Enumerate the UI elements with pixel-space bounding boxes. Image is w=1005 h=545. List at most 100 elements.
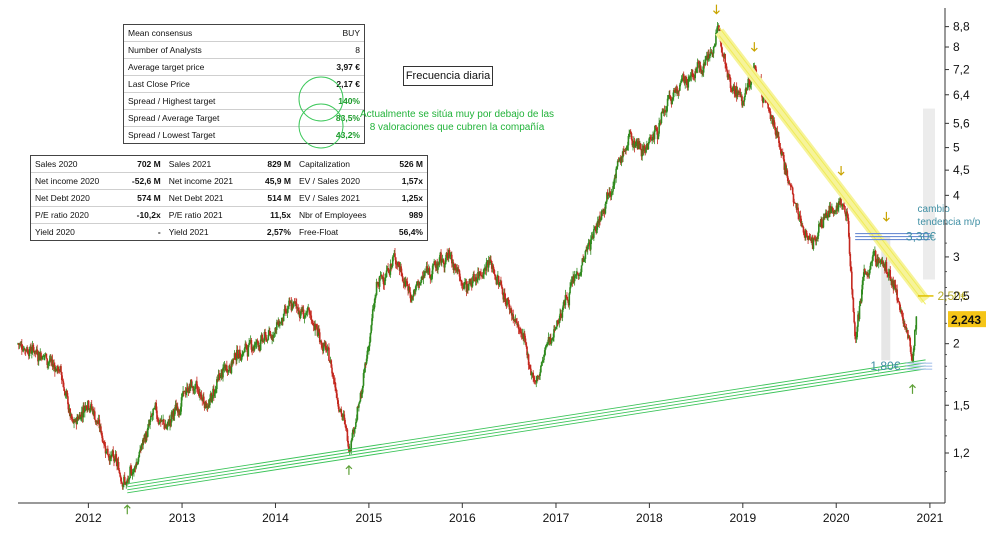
candle-body <box>628 134 630 136</box>
candle-body <box>32 344 35 351</box>
candle-body <box>552 337 554 339</box>
candle-body <box>315 324 317 326</box>
consensus-row: Spread / Average Target 83,5% <box>124 109 364 127</box>
candle-body <box>537 376 539 377</box>
candle-body <box>274 327 277 334</box>
candle-body <box>861 289 863 302</box>
candle-body <box>732 87 734 92</box>
candle-body <box>464 282 466 285</box>
candle-body <box>584 250 587 259</box>
support-line <box>127 362 926 488</box>
candle-body <box>791 187 794 194</box>
candle-body <box>748 79 750 80</box>
candle-body <box>725 63 727 67</box>
resistance-line <box>718 27 926 297</box>
candle-body <box>133 468 135 473</box>
candle-body <box>334 381 336 388</box>
candle-body <box>902 317 905 324</box>
fundamentals-value: 1,25x <box>387 189 427 207</box>
candle-body <box>344 419 346 425</box>
candle-body <box>247 345 250 357</box>
candle-body <box>858 305 861 320</box>
candle-body <box>118 470 121 474</box>
candle-body <box>749 84 752 88</box>
candle-body <box>705 57 707 60</box>
candle-body <box>587 242 590 247</box>
candle-body <box>913 345 915 352</box>
candle-body <box>257 341 260 347</box>
candle-body <box>887 273 890 276</box>
candle-body <box>243 348 246 353</box>
candle-body <box>442 259 445 263</box>
candle-body <box>308 310 311 314</box>
candle-body <box>815 238 818 241</box>
candle-body <box>846 211 849 215</box>
candle-body <box>905 326 908 332</box>
candle-body <box>805 230 808 236</box>
y-tick-label: 4,5 <box>953 163 970 177</box>
candle-body <box>543 355 545 361</box>
candle-body <box>667 95 670 99</box>
candle-body <box>151 415 154 417</box>
candle-body <box>503 292 506 299</box>
candle-body <box>675 89 677 93</box>
candle-body <box>870 261 872 266</box>
fundamentals-row: Yield 2020 - Yield 2021 2,57% Free-Float 56,4… <box>31 224 427 241</box>
candle-body <box>331 367 333 374</box>
candle-body <box>546 343 548 346</box>
candle-body <box>666 98 669 107</box>
candle-body <box>754 65 756 67</box>
candle-body <box>817 232 819 239</box>
candle-body <box>73 421 75 424</box>
candle-body <box>886 273 888 274</box>
candle-body <box>335 387 337 390</box>
candle-body <box>126 480 128 483</box>
candle-body <box>336 397 339 401</box>
candle-body <box>109 456 111 462</box>
candle-body <box>469 279 472 284</box>
candle-body <box>562 305 564 310</box>
candle-body <box>475 277 478 281</box>
candle-body <box>479 271 482 273</box>
candle-body <box>776 130 779 137</box>
candle-body <box>659 122 662 124</box>
candle-body <box>419 283 422 285</box>
fundamentals-value: 2,57% <box>266 227 291 237</box>
candle-body <box>626 146 628 151</box>
candle-body <box>837 201 840 208</box>
candle-body <box>695 68 698 73</box>
candle-body <box>67 404 70 413</box>
candle-body <box>60 372 63 381</box>
consensus-value: 2,17 € <box>305 75 364 93</box>
candle-body <box>267 335 270 340</box>
candle-body <box>130 466 132 470</box>
candle-body <box>629 131 632 134</box>
candle-body <box>678 90 680 92</box>
candle-body <box>713 46 716 48</box>
annotation-text: tendencia m/p <box>918 217 981 228</box>
candle-body <box>143 438 145 440</box>
candle-body <box>279 322 281 326</box>
candle-body <box>449 255 452 257</box>
candle-body <box>241 353 243 358</box>
candle-body <box>590 237 593 240</box>
candle-body <box>128 478 131 480</box>
candle-body <box>897 300 900 303</box>
candle-body <box>579 274 581 276</box>
candle-body <box>358 403 360 408</box>
candle-body <box>196 381 198 389</box>
consensus-value: 8 <box>305 41 364 59</box>
candle-body <box>287 306 290 309</box>
y-tick-label: 4 <box>953 188 960 202</box>
candle-body <box>525 342 528 347</box>
candle-body <box>140 444 143 450</box>
candle-body <box>150 415 152 420</box>
candle-body <box>242 352 245 354</box>
candle-body <box>658 122 660 134</box>
fundamentals-value: 11,5x <box>253 206 295 224</box>
candle-body <box>253 344 256 351</box>
candle-body <box>910 346 912 354</box>
candle-body <box>218 374 220 376</box>
candle-body <box>882 261 885 267</box>
candle-body <box>791 186 793 188</box>
